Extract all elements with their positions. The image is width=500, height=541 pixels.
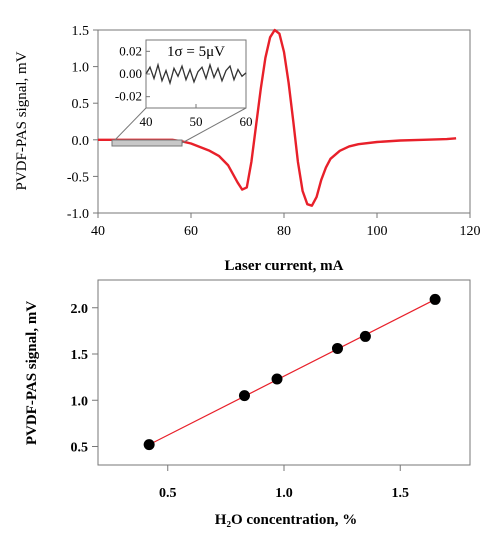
data-point — [238, 390, 250, 402]
data-point — [359, 330, 371, 342]
inset: 40 50 60 0.02 0.00 -0.02 1σ = 5μV — [111, 39, 253, 147]
top-y-tick-label: 0.5 — [72, 97, 90, 112]
inset-connector-right — [181, 107, 247, 144]
inset-x-tick-label: 60 — [240, 114, 253, 129]
top-chart: 40 60 80 100 120 -1.0 -0.5 0.0 0.5 1.0 1.5 Laser … — [14, 24, 481, 274]
top-x-axis-label: Laser current, mA — [224, 258, 343, 274]
top-y-tick-label: 0.0 — [72, 134, 90, 149]
inset-annotation: 1σ = 5μV — [167, 44, 225, 60]
data-point — [331, 342, 343, 354]
top-y-tick-label: 1.0 — [72, 61, 90, 76]
inset-frame — [145, 39, 247, 109]
inset-x-ticks: 40 50 60 — [140, 104, 253, 129]
bottom-x-tick-label: 0.5 — [159, 486, 177, 501]
data-points — [143, 293, 441, 451]
inset-y-tick-label: 0.02 — [119, 43, 142, 58]
bottom-y-ticks: 0.5 1.0 1.5 2.0 — [71, 302, 98, 456]
top-x-tick-label: 40 — [91, 224, 105, 239]
top-y-axis-label: PVDF-PAS signal, mV — [14, 51, 30, 190]
top-y-tick-label: -1.0 — [67, 207, 89, 222]
top-x-tick-label: 60 — [184, 224, 198, 239]
top-x-ticks: 40 60 80 100 120 — [91, 213, 481, 239]
inset-y-tick-label: -0.02 — [115, 89, 142, 104]
bottom-x-axis-label: H₂O concentration, % — [215, 512, 357, 528]
bottom-chart: 0.5 1.0 1.5 0.5 1.0 1.5 2.0 H₂O concentration… — [24, 279, 471, 528]
bottom-y-tick-label: 1.5 — [71, 348, 89, 363]
bottom-y-tick-label: 2.0 — [71, 302, 89, 317]
data-point — [429, 293, 441, 305]
bottom-y-tick-label: 1.0 — [71, 394, 89, 409]
inset-zoom-box — [111, 139, 183, 147]
bottom-x-ticks: 0.5 1.0 1.5 — [159, 465, 409, 501]
bottom-plot-frame — [97, 279, 471, 466]
top-x-tick-label: 100 — [367, 224, 388, 239]
bottom-x-tick-label: 1.0 — [275, 486, 293, 501]
top-signal-line — [98, 28, 457, 207]
top-y-ticks: -1.0 -0.5 0.0 0.5 1.0 1.5 — [67, 24, 98, 222]
top-y-tick-label: 1.5 — [72, 24, 90, 39]
inset-y-tick-label: 0.00 — [119, 66, 142, 81]
bottom-y-axis-label: PVDF-PAS signal, mV — [24, 301, 40, 445]
bottom-x-tick-label: 1.5 — [392, 486, 410, 501]
top-y-tick-label: -0.5 — [67, 170, 89, 185]
inset-y-ticks: 0.02 0.00 -0.02 — [115, 43, 150, 104]
fit-line — [148, 298, 436, 446]
top-x-tick-label: 80 — [277, 224, 291, 239]
inset-x-tick-label: 40 — [140, 114, 153, 129]
data-point — [143, 439, 155, 451]
inset-x-tick-label: 50 — [190, 114, 203, 129]
top-x-tick-label: 120 — [460, 224, 481, 239]
bottom-y-tick-label: 0.5 — [71, 441, 89, 456]
inset-connector-left — [111, 107, 147, 144]
data-point — [271, 373, 283, 385]
inset-noise-line — [145, 62, 247, 86]
